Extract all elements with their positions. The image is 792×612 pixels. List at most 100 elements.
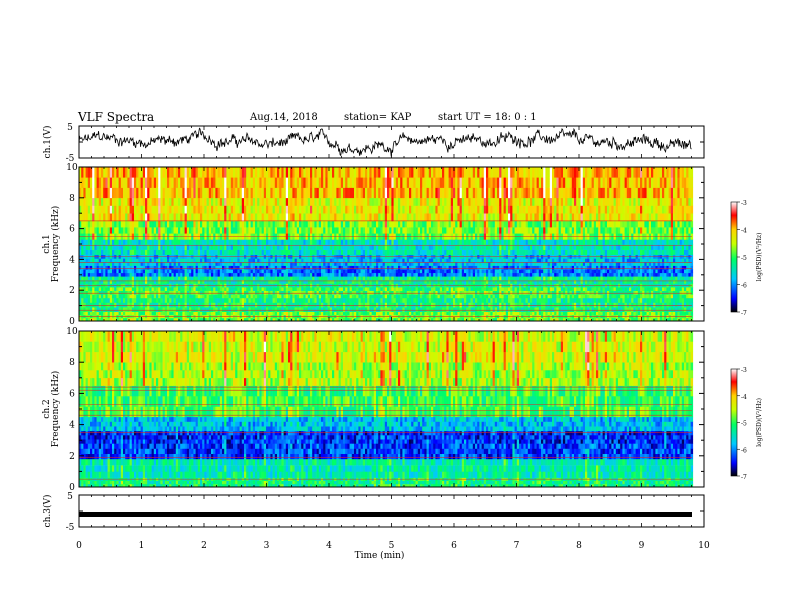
spectrogram-cell — [147, 307, 150, 312]
spectrogram-cell — [356, 244, 359, 250]
spectrogram-cell — [237, 262, 240, 266]
spectrogram-cell — [129, 297, 133, 303]
spectrogram-cell — [149, 265, 152, 270]
spectrogram-cell — [204, 317, 207, 322]
spectrogram-cell — [371, 297, 375, 303]
spectrogram-cell — [312, 244, 315, 250]
spectrogram-cell — [422, 258, 425, 263]
spectrogram-cell — [184, 265, 188, 270]
spectrogram-cell — [347, 307, 350, 312]
spectrogram-cell — [123, 258, 126, 263]
spectrogram-cell — [378, 276, 381, 281]
spectrogram-cell — [147, 213, 150, 222]
spectrogram-cell — [202, 294, 205, 299]
spectrogram-cell — [160, 187, 163, 199]
spectrogram-cell — [391, 287, 394, 291]
spectrogram-cell — [413, 258, 416, 263]
spectrogram-cell — [208, 227, 212, 234]
spectrogram-cell — [347, 213, 350, 222]
spectrogram-cell — [378, 258, 381, 263]
spectrogram-cell — [180, 249, 183, 255]
spectrogram-cell — [105, 311, 108, 316]
spectrogram-cell — [272, 177, 276, 188]
spectrogram-cell — [142, 205, 146, 214]
spectrogram-cell — [116, 177, 119, 188]
spectrogram-cell — [257, 287, 260, 291]
spectrogram-cell — [435, 307, 438, 312]
spectrogram-cell — [415, 258, 419, 263]
spectrogram-cell — [162, 294, 166, 299]
spectrogram-cell — [393, 197, 397, 206]
spectrogram-cell — [202, 269, 205, 274]
spectrogram-cell — [151, 311, 155, 316]
spectrogram-cell — [294, 276, 298, 281]
spectrogram-cell — [369, 254, 372, 259]
spectrogram-cell — [259, 205, 262, 214]
spectrogram-cell — [428, 244, 432, 250]
spectrogram-cell — [107, 287, 111, 291]
spectrogram-cell — [107, 272, 111, 277]
spectrogram-cell — [79, 297, 82, 303]
spectrogram-cell — [420, 279, 423, 284]
spectrogram-cell — [266, 249, 269, 255]
spectrogram-cell — [285, 258, 289, 263]
spectrogram-cell — [164, 294, 168, 299]
spectrogram-cell — [195, 276, 199, 281]
spectrogram-cell — [402, 272, 405, 277]
spectrogram-cell — [332, 254, 335, 259]
spectrogram-cell — [118, 205, 122, 214]
spectrogram-cell — [310, 177, 313, 188]
spectrogram-cell — [116, 187, 119, 199]
spectrogram-cell — [272, 307, 276, 312]
spectrogram-cell — [316, 317, 320, 322]
spectrogram-cell — [332, 244, 335, 250]
spectrogram-cell — [389, 205, 392, 214]
spectrogram-cell — [400, 227, 403, 234]
spectrogram-cell — [428, 197, 432, 206]
spectrogram-cell — [354, 272, 357, 277]
spectrogram-cell — [160, 265, 163, 270]
spectrogram-cell — [226, 213, 229, 222]
spectrogram-cell — [380, 205, 383, 214]
spectrogram-cell — [215, 262, 218, 266]
spectrogram-cell — [79, 290, 82, 295]
spectrogram-cell — [125, 177, 128, 188]
spectrogram-cell — [219, 311, 223, 316]
spectrogram-cell — [279, 290, 282, 295]
spectrogram-cell — [404, 187, 408, 199]
spectrogram-cell — [153, 294, 157, 299]
spectrogram-cell — [94, 177, 97, 188]
spectrogram-cell — [151, 167, 155, 178]
spectrogram-cell — [294, 272, 298, 277]
spectrogram-cell — [349, 265, 353, 270]
spectrogram-cell — [85, 244, 89, 250]
spectrogram-cell — [387, 249, 390, 255]
spectrogram-cell — [336, 187, 339, 199]
spectrogram-cell — [310, 311, 313, 316]
spectrogram-cell — [296, 187, 300, 199]
spectrogram-cell — [266, 265, 269, 270]
spectrogram-cell — [125, 187, 128, 199]
spectrogram-cell — [428, 302, 432, 308]
spectrogram-cell — [369, 265, 372, 270]
spectrogram-cell — [266, 287, 269, 291]
spectrogram-cell — [369, 239, 372, 245]
spectrogram-cell — [142, 307, 146, 312]
spectrogram-cell — [180, 265, 183, 270]
spectrogram-cell — [349, 262, 353, 266]
spectrogram-cell — [112, 213, 115, 222]
spectrogram-cell — [413, 265, 416, 270]
spectrogram-cell — [208, 205, 212, 214]
spectrogram-cell — [127, 262, 130, 266]
spectrogram-cell — [255, 167, 258, 178]
spectrogram-cell — [178, 307, 181, 312]
spectrogram-cell — [178, 265, 181, 270]
spectrogram-cell — [142, 254, 146, 259]
spectrogram-cell — [345, 254, 348, 259]
spectrogram-cell — [217, 276, 221, 281]
spectrogram-cell — [103, 279, 106, 284]
spectrogram-cell — [81, 249, 84, 255]
spectrogram-cell — [138, 177, 141, 188]
spectrogram-cell — [147, 287, 150, 291]
spectrogram-cell — [296, 269, 300, 274]
